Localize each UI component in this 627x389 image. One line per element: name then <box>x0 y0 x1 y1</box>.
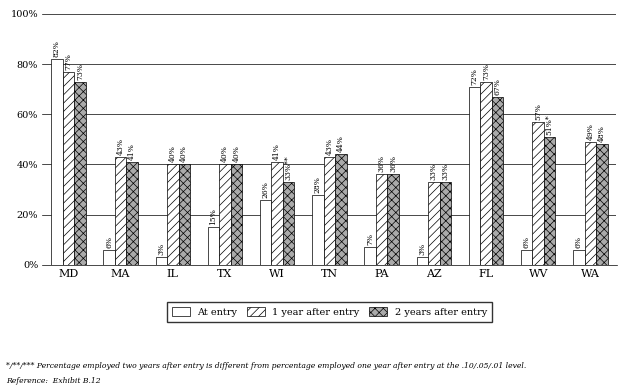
Text: 33%: 33% <box>429 163 438 180</box>
Bar <box>167 165 179 265</box>
Text: 3%: 3% <box>157 243 166 255</box>
Text: 28%: 28% <box>314 176 322 193</box>
Text: 6%: 6% <box>105 236 113 248</box>
Text: 57%: 57% <box>534 103 542 120</box>
Bar <box>469 87 480 265</box>
Bar <box>63 72 74 265</box>
Bar <box>179 165 190 265</box>
Text: 41%: 41% <box>273 143 281 160</box>
Text: 36%: 36% <box>377 156 386 172</box>
Bar <box>573 250 584 265</box>
Text: 73%: 73% <box>482 63 490 80</box>
Bar <box>103 250 115 265</box>
Text: 6%: 6% <box>575 236 583 248</box>
Bar <box>324 157 335 265</box>
Legend: At entry, 1 year after entry, 2 years after entry: At entry, 1 year after entry, 2 years af… <box>167 302 492 322</box>
Bar <box>155 257 167 265</box>
Bar <box>335 154 347 265</box>
Text: 15%: 15% <box>209 208 218 225</box>
Text: 82%: 82% <box>53 40 61 57</box>
Bar <box>480 82 492 265</box>
Text: 51%*: 51%* <box>545 114 554 135</box>
Bar <box>115 157 126 265</box>
Bar <box>584 142 596 265</box>
Text: 49%: 49% <box>586 123 594 140</box>
Text: 67%: 67% <box>493 78 502 95</box>
Bar <box>416 257 428 265</box>
Bar <box>126 162 138 265</box>
Text: 6%: 6% <box>523 236 530 248</box>
Bar <box>596 144 608 265</box>
Text: Reference:  Exhibit B.12: Reference: Exhibit B.12 <box>6 377 101 385</box>
Bar <box>231 165 242 265</box>
Text: 40%: 40% <box>233 145 241 163</box>
Bar <box>376 174 387 265</box>
Text: 33%**: 33%** <box>285 155 293 180</box>
Text: 33%: 33% <box>441 163 450 180</box>
Text: 73%: 73% <box>76 63 84 80</box>
Text: 36%: 36% <box>389 156 397 172</box>
Bar <box>544 137 556 265</box>
Bar <box>260 200 271 265</box>
Bar <box>492 97 503 265</box>
Text: 3%: 3% <box>418 243 426 255</box>
Text: 43%: 43% <box>117 138 125 155</box>
Text: 43%: 43% <box>325 138 334 155</box>
Bar <box>51 59 63 265</box>
Bar <box>283 182 295 265</box>
Text: 48%: 48% <box>598 126 606 142</box>
Bar <box>387 174 399 265</box>
Text: 77%: 77% <box>65 53 72 70</box>
Bar <box>521 250 532 265</box>
Text: */**/*** Percentage employed two years after entry is different from percentage : */**/*** Percentage employed two years a… <box>6 362 527 370</box>
Text: 44%: 44% <box>337 135 345 152</box>
Bar <box>532 122 544 265</box>
Text: 26%: 26% <box>261 180 270 198</box>
Bar <box>440 182 451 265</box>
Text: 41%: 41% <box>128 143 136 160</box>
Bar <box>271 162 283 265</box>
Text: 7%: 7% <box>366 233 374 245</box>
Bar <box>219 165 231 265</box>
Bar <box>74 82 86 265</box>
Text: 72%: 72% <box>470 68 478 85</box>
Text: 40%: 40% <box>181 145 188 163</box>
Text: 40%: 40% <box>169 145 177 163</box>
Bar <box>364 247 376 265</box>
Bar <box>428 182 440 265</box>
Text: 40%: 40% <box>221 145 229 163</box>
Bar <box>208 227 219 265</box>
Bar <box>312 194 324 265</box>
